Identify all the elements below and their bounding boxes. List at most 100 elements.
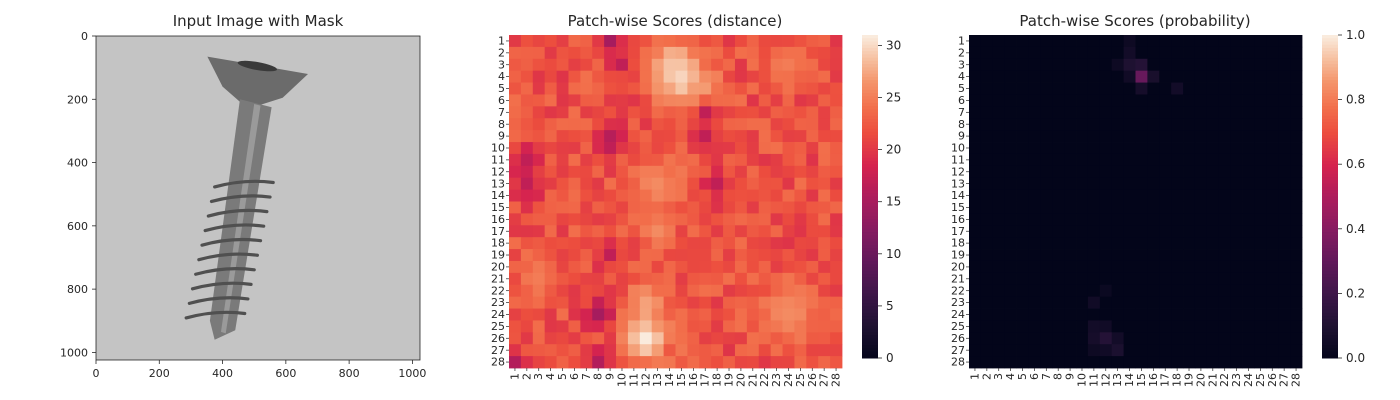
- heatmap-cell: [992, 249, 1006, 262]
- col-label: 19: [1183, 373, 1196, 387]
- distance-heatmap-title: Patch-wise Scores (distance): [568, 12, 783, 30]
- heatmap-cell: [1230, 284, 1243, 298]
- heatmap-cell: [1147, 344, 1160, 357]
- heatmap-cell: [651, 213, 664, 226]
- heatmap-cell: [1052, 82, 1065, 95]
- colorbar-segment: [862, 348, 878, 353]
- heatmap-cell: [1278, 356, 1291, 369]
- col-label: 8: [592, 373, 605, 380]
- colorbar-segment: [862, 341, 878, 346]
- heatmap-cell: [1159, 284, 1172, 298]
- heatmap-cell: [1087, 82, 1101, 95]
- heatmap-cell: [616, 177, 629, 190]
- heatmap-cell: [556, 118, 569, 131]
- heatmap-cell: [1159, 296, 1172, 309]
- heatmap-cell: [699, 356, 712, 369]
- heatmap-cell: [1076, 308, 1089, 321]
- heatmap-cell: [782, 106, 795, 119]
- heatmap-cell: [1040, 94, 1053, 107]
- heatmap-cell: [1266, 142, 1279, 155]
- heatmap-cell: [969, 284, 982, 298]
- heatmap-cell: [746, 237, 760, 250]
- heatmap-cell: [568, 130, 581, 143]
- heatmap-cell: [675, 46, 688, 60]
- heatmap-cell: [1052, 130, 1065, 143]
- heatmap-cell: [734, 213, 748, 226]
- heatmap-cell: [663, 344, 676, 357]
- colorbar-segment: [862, 144, 878, 149]
- heatmap-cell: [1290, 82, 1303, 95]
- heatmap-cell: [830, 118, 843, 131]
- heatmap-cell: [1064, 130, 1077, 143]
- heatmap-cell: [592, 130, 605, 143]
- heatmap-cell: [1147, 82, 1160, 95]
- heatmap-cell: [592, 106, 605, 119]
- heatmap-cell: [568, 153, 581, 167]
- heatmap-cell: [1266, 35, 1279, 48]
- heatmap-cell: [544, 260, 557, 274]
- heatmap-cell: [758, 35, 772, 48]
- x-tick-label: 600: [275, 367, 296, 380]
- heatmap-cell: [1111, 106, 1124, 119]
- heatmap-cell: [651, 130, 664, 143]
- heatmap-cell: [639, 130, 653, 143]
- colorbar-segment: [862, 76, 878, 81]
- heatmap-cell: [1111, 70, 1124, 83]
- heatmap-cell: [592, 46, 605, 60]
- colorbar-segment: [862, 244, 878, 249]
- heatmap-cell: [782, 296, 795, 309]
- heatmap-cell: [675, 284, 688, 298]
- colorbar-segment: [1322, 112, 1338, 117]
- heatmap-cell: [746, 356, 760, 369]
- heatmap-cell: [663, 70, 676, 83]
- heatmap-cell: [806, 308, 819, 321]
- heatmap-cell: [616, 94, 629, 107]
- heatmap-cell: [782, 260, 795, 274]
- heatmap-cell: [1087, 237, 1101, 250]
- heatmap-cell: [520, 58, 534, 72]
- heatmap-cell: [1230, 225, 1243, 238]
- heatmap-cell: [980, 130, 994, 143]
- heatmap-cell: [580, 130, 593, 143]
- heatmap-cell: [1194, 177, 1208, 190]
- heatmap-cell: [651, 201, 664, 214]
- heatmap-cell: [818, 296, 831, 309]
- heatmap-cell: [532, 260, 546, 274]
- heatmap-cell: [1087, 272, 1101, 286]
- heatmap-cell: [758, 189, 772, 202]
- heatmap-cell: [1111, 344, 1124, 357]
- colorbar-segment: [862, 354, 878, 359]
- heatmap-cell: [1183, 356, 1196, 369]
- heatmap-cell: [1278, 70, 1291, 83]
- heatmap-cell: [1111, 296, 1124, 309]
- heatmap-cell: [969, 308, 982, 321]
- colorbar-segment: [1322, 335, 1338, 340]
- col-label: 22: [1218, 373, 1231, 387]
- heatmap-cell: [1099, 260, 1113, 274]
- heatmap-cell: [663, 177, 676, 190]
- row-label: 23: [491, 296, 505, 309]
- heatmap-cell: [568, 237, 581, 250]
- heatmap-cell: [1004, 82, 1017, 95]
- heatmap-cell: [1290, 177, 1303, 190]
- heatmap-cell: [520, 82, 534, 95]
- heatmap-cell: [556, 284, 569, 298]
- heatmap-cell: [746, 260, 760, 274]
- heatmap-cell: [1040, 189, 1053, 202]
- screw-image: [184, 56, 308, 340]
- heatmap-cell: [580, 249, 593, 262]
- colorbar-segment: [1322, 76, 1338, 81]
- heatmap-cell: [734, 118, 748, 131]
- heatmap-cell: [556, 213, 569, 226]
- heatmap-cell: [1087, 118, 1101, 131]
- heatmap-cell: [723, 142, 736, 155]
- heatmap-cell: [806, 35, 819, 48]
- colorbar-segment: [862, 177, 878, 181]
- col-label: 6: [1028, 373, 1041, 380]
- colorbar-segment: [862, 102, 878, 107]
- row-label: 18: [951, 237, 965, 250]
- heatmap-cell: [1123, 320, 1136, 333]
- heatmap-cell: [758, 332, 772, 345]
- colorbar-segment: [862, 328, 878, 333]
- heatmap-cell: [580, 320, 593, 333]
